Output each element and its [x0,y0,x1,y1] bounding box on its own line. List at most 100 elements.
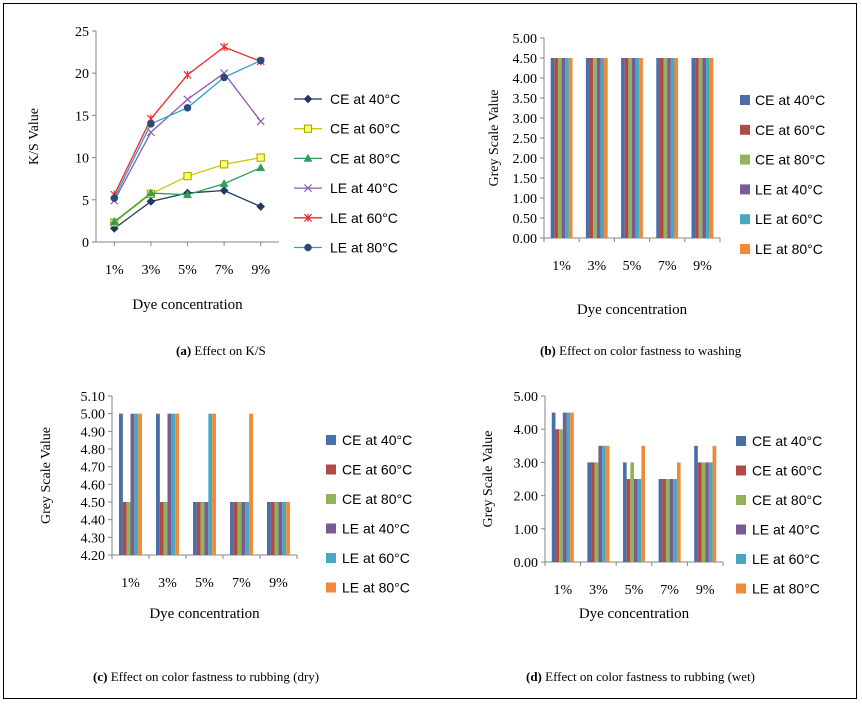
chart-c-y-tick-label: 4.40 [81,514,106,529]
chart-a-legend-marker [303,184,313,193]
caption-a-letter: (a) [176,343,192,358]
chart-c-bar-ce-at-80-c [126,502,131,555]
chart-c-y-tick-label: 4.30 [81,531,106,546]
chart-a-point-ce-at-40-c [109,224,119,233]
caption-a: (a) Effect on K/S [176,343,266,359]
chart-b-x-axis-title: Dye concentration [577,302,688,318]
chart-b-legend-swatch [740,124,750,135]
chart-d-legend-swatch [736,554,746,564]
chart-b-bar-ce-at-40-c [621,58,625,238]
chart-c-x-tick-label: 5% [195,576,214,591]
chart-d-x-tick-label: 1% [553,583,572,598]
chart-a-ks-line-chart: 0 5 10 15 20 25 1% 3% 5% 7% 9% K/S Value Dye concent… [27,25,400,313]
chart-d-y-tick-label: 1.00 [514,523,539,538]
chart-b-y-tick-label: 3.50 [513,92,538,107]
chart-d-legend-swatch [736,495,746,505]
chart-a-point-ce-at-80-c [219,179,229,188]
chart-c-bar-ce-at-60-c [270,502,275,555]
chart-b-bar-ce-at-60-c [659,58,664,238]
chart-a-point-le-at-60-c [220,42,229,52]
chart-b-y-tick-label: 1.50 [513,172,538,187]
caption-d-text: Effect on color fastness to rubbing (wet… [541,669,756,684]
chart-a-y-tick-label: 0 [82,236,89,251]
chart-a-y-axis-title: K/S Value [27,108,42,165]
chart-b-y-axis-title: Grey Scale Value [487,90,502,187]
chart-b-legend-swatch [740,95,750,105]
chart-b-y-tick-label: 0.50 [513,212,538,227]
chart-c-x-tick-label: 7% [232,576,251,591]
chart-a-legend-marker [303,153,313,162]
chart-d-legend-swatch [736,436,746,446]
chart-a-y-tick-label: 20 [75,67,89,82]
chart-c-bar-le-at-60-c [171,413,176,555]
chart-b-legend-swatch [740,214,750,225]
chart-b-y-tick-label: 2.50 [513,132,538,147]
chart-c-bar-le-at-80-c [249,413,253,555]
chart-c-legend-swatch [326,553,336,563]
chart-b-bar-le-at-60-c [670,58,675,238]
chart-b-bar-le-at-80-c [674,58,679,238]
chart-c-bar-ce-at-60-c [159,502,164,555]
chart-c-bar-le-at-60-c [245,502,250,555]
chart-b-bar-le-at-80-c [604,58,608,238]
chart-a-point-ce-at-80-c [183,190,192,199]
chart-d-x-tick-label: 9% [696,583,715,598]
chart-c-y-tick-label: 5.10 [81,390,106,405]
chart-b-legend-label: LE at 60°C [755,211,823,227]
chart-c-y-tick-label: 4.80 [81,443,106,458]
chart-c-y-tick-label: 4.60 [81,478,106,493]
chart-a-x-tick-label: 9% [251,263,270,278]
chart-c-bar-ce-at-40-c [119,413,123,555]
chart-c-legend-swatch [326,435,336,445]
caption-c-letter: (c) [93,669,108,684]
caption-d-letter: (d) [526,669,542,684]
chart-c-bar-le-at-80-c [138,413,142,555]
chart-c-bar-le-at-40-c [167,413,172,555]
chart-a-y-tick-label: 5 [82,194,89,209]
chart-b-bar-ce-at-80-c [663,58,668,238]
chart-a-x-axis-title: Dye concentration [132,297,243,313]
chart-d-bar-ce-at-60-c [697,462,702,562]
chart-c-y-tick-label: 4.20 [81,549,106,564]
chart-b-bar-ce-at-60-c [624,58,629,238]
chart-d-legend-label: LE at 40°C [752,522,820,538]
chart-c-x-axis-title: Dye concentration [149,606,260,622]
chart-b-y-tick-label: 2.00 [513,152,538,167]
chart-b-bar-ce-at-80-c [628,58,632,238]
chart-b-bar-le-at-40-c [596,58,601,238]
chart-d-bar-le-at-40-c [634,479,638,562]
chart-b-legend-label: LE at 80°C [755,241,823,257]
chart-c-bar-le-at-60-c [282,502,287,555]
chart-b-bar-le-at-60-c [600,58,605,238]
chart-c-bar-le-at-80-c [175,413,179,555]
chart-a-legend-label: LE at 40°C [330,180,398,196]
chart-a-legend-marker [303,94,313,104]
chart-a-x-tick-label: 7% [215,263,234,278]
chart-b-x-tick-label: 3% [587,259,606,274]
chart-c-y-axis-title: Grey Scale Value [39,427,54,524]
caption-c: (c) Effect on color fastness to rubbing … [93,669,319,685]
chart-a-point-ce-at-40-c [256,202,266,211]
chart-a-point-ce-at-40-c [146,197,156,206]
chart-d-bar-ce-at-80-c [665,479,670,562]
chart-d-bar-le-at-60-c [602,445,606,562]
chart-d-bar-le-at-60-c [673,479,677,562]
chart-d-legend-label: CE at 60°C [752,463,822,479]
chart-c-bar-ce-at-40-c [156,413,160,555]
chart-d-y-axis-title: Grey Scale Value [481,431,496,528]
chart-d-bar-le-at-60-c [566,412,571,562]
chart-b-y-tick-label: 3.00 [513,112,538,127]
chart-b-bar-le-at-60-c [565,58,569,238]
chart-a-point-le-at-80-c [220,73,228,82]
chart-a-legend-marker [304,243,312,252]
chart-a-y-tick-label: 10 [75,152,89,167]
chart-a-legend-label: CE at 40°C [330,91,400,107]
chart-c-bar-ce-at-60-c [233,502,238,555]
chart-c-bar-le-at-60-c [208,413,213,555]
chart-c-bar-le-at-80-c [286,502,290,555]
chart-c-legend-swatch [326,464,336,475]
chart-b-y-tick-label: 4.00 [513,72,538,87]
chart-d-bar-ce-at-80-c [630,462,634,562]
chart-d-x-tick-label: 5% [625,583,644,598]
chart-b-legend-swatch [740,154,750,165]
